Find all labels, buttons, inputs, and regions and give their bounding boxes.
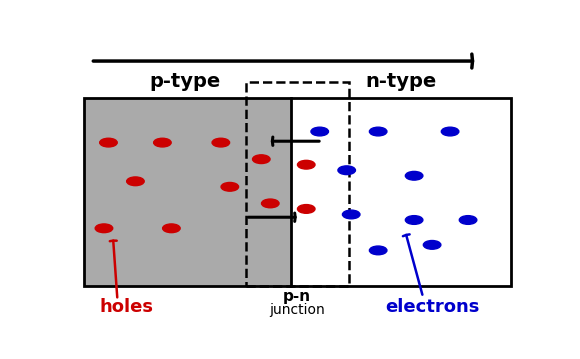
- Ellipse shape: [311, 127, 328, 136]
- Ellipse shape: [262, 199, 279, 208]
- Ellipse shape: [342, 210, 360, 219]
- Bar: [291, 98, 511, 286]
- Ellipse shape: [423, 241, 441, 249]
- Ellipse shape: [405, 216, 423, 224]
- Ellipse shape: [369, 246, 387, 255]
- Text: n-type: n-type: [365, 72, 436, 91]
- Ellipse shape: [298, 205, 315, 213]
- Ellipse shape: [369, 127, 387, 136]
- Bar: [245, 82, 349, 286]
- Ellipse shape: [221, 182, 238, 191]
- Ellipse shape: [126, 177, 144, 186]
- Ellipse shape: [154, 138, 171, 147]
- Ellipse shape: [212, 138, 230, 147]
- Ellipse shape: [95, 224, 113, 233]
- Ellipse shape: [162, 224, 180, 233]
- Ellipse shape: [338, 166, 356, 174]
- Bar: [84, 98, 291, 286]
- Ellipse shape: [405, 171, 423, 180]
- Ellipse shape: [459, 216, 477, 224]
- Ellipse shape: [100, 138, 117, 147]
- Ellipse shape: [441, 127, 459, 136]
- Ellipse shape: [298, 160, 315, 169]
- Bar: [84, 98, 511, 286]
- Text: holes: holes: [99, 298, 154, 316]
- Text: electrons: electrons: [385, 298, 479, 316]
- Text: p-type: p-type: [149, 72, 220, 91]
- Text: junction: junction: [269, 303, 325, 317]
- Text: p-n: p-n: [283, 289, 311, 303]
- Ellipse shape: [252, 155, 270, 164]
